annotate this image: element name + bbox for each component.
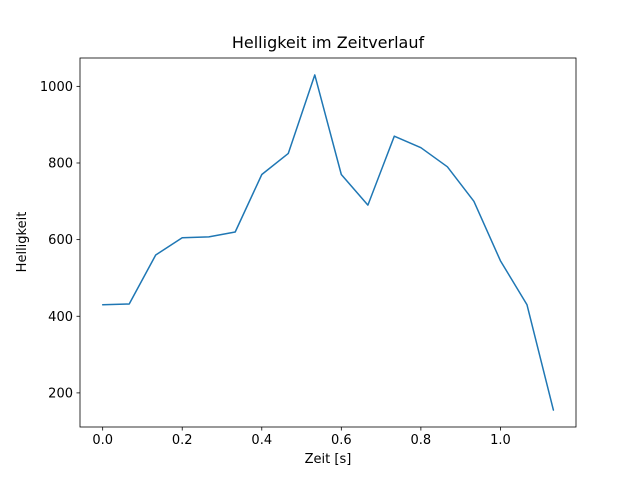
y-tick-label: 1000 — [40, 80, 73, 95]
x-tick-label: 0.4 — [251, 433, 272, 448]
plot-frame — [79, 57, 577, 428]
data-line — [101, 74, 555, 411]
x-tick-label: 0.6 — [331, 433, 352, 448]
x-axis-label: Zeit [s] — [305, 452, 352, 467]
y-tick-label: 200 — [48, 386, 73, 401]
x-tick-label: 1.0 — [490, 433, 511, 448]
x-tick-label: 0.8 — [411, 433, 432, 448]
x-tick-label: 0.0 — [92, 433, 113, 448]
y-tick-label: 600 — [48, 233, 73, 248]
y-tick-label: 800 — [48, 156, 73, 171]
y-tick-label: 400 — [48, 310, 73, 325]
chart-title: Helligkeit im Zeitverlauf — [232, 33, 425, 52]
y-axis-label: Helligkeit — [15, 212, 30, 273]
x-tick-label: 0.2 — [172, 433, 193, 448]
